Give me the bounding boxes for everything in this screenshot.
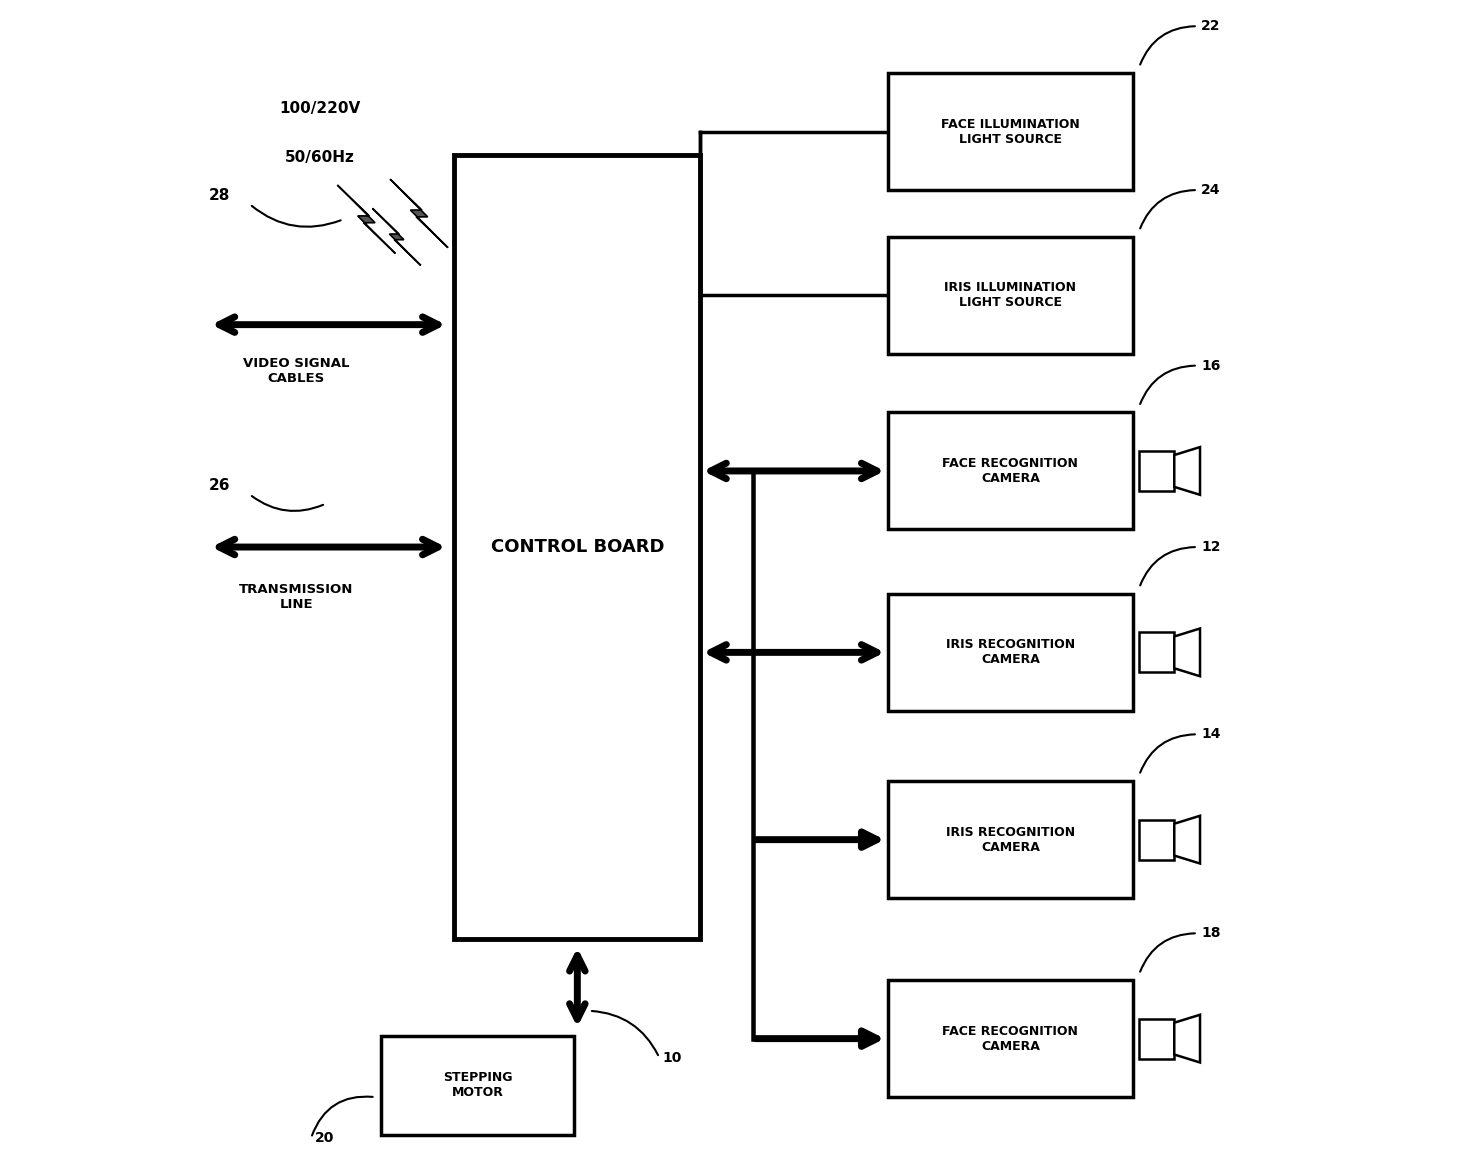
Text: IRIS RECOGNITION
CAMERA: IRIS RECOGNITION CAMERA xyxy=(945,826,1075,854)
Text: STEPPING
MOTOR: STEPPING MOTOR xyxy=(444,1071,512,1100)
Bar xyxy=(1139,452,1174,490)
FancyBboxPatch shape xyxy=(887,980,1134,1097)
FancyBboxPatch shape xyxy=(887,413,1134,529)
Text: 22: 22 xyxy=(1201,19,1221,33)
Text: 28: 28 xyxy=(209,188,231,203)
Text: 26: 26 xyxy=(209,477,231,493)
Polygon shape xyxy=(1174,447,1199,495)
Text: IRIS RECOGNITION
CAMERA: IRIS RECOGNITION CAMERA xyxy=(945,639,1075,667)
FancyBboxPatch shape xyxy=(887,594,1134,711)
Text: FACE ILLUMINATION
LIGHT SOURCE: FACE ILLUMINATION LIGHT SOURCE xyxy=(941,118,1080,146)
FancyBboxPatch shape xyxy=(381,1036,575,1135)
Bar xyxy=(1139,633,1174,673)
Text: 100/220V: 100/220V xyxy=(279,101,360,115)
FancyBboxPatch shape xyxy=(887,236,1134,354)
FancyBboxPatch shape xyxy=(887,781,1134,898)
Polygon shape xyxy=(1174,816,1199,863)
Polygon shape xyxy=(390,179,448,248)
FancyBboxPatch shape xyxy=(887,73,1134,191)
Text: 12: 12 xyxy=(1201,540,1221,554)
Polygon shape xyxy=(1174,628,1199,676)
Text: 18: 18 xyxy=(1201,927,1221,941)
Text: FACE RECOGNITION
CAMERA: FACE RECOGNITION CAMERA xyxy=(943,457,1078,485)
Text: TRANSMISSION
LINE: TRANSMISSION LINE xyxy=(239,583,353,612)
Text: 20: 20 xyxy=(315,1131,334,1145)
Text: 14: 14 xyxy=(1201,727,1221,741)
Text: 24: 24 xyxy=(1201,183,1221,198)
FancyBboxPatch shape xyxy=(454,155,700,940)
Polygon shape xyxy=(337,185,395,254)
Text: FACE RECOGNITION
CAMERA: FACE RECOGNITION CAMERA xyxy=(943,1024,1078,1053)
Polygon shape xyxy=(1174,1015,1199,1062)
Text: VIDEO SIGNAL
CABLES: VIDEO SIGNAL CABLES xyxy=(244,358,350,386)
Text: 10: 10 xyxy=(662,1050,683,1064)
Polygon shape xyxy=(372,208,420,266)
Bar xyxy=(1139,820,1174,860)
Text: IRIS ILLUMINATION
LIGHT SOURCE: IRIS ILLUMINATION LIGHT SOURCE xyxy=(944,281,1077,309)
Bar xyxy=(1139,1018,1174,1058)
Text: 50/60Hz: 50/60Hz xyxy=(285,149,355,165)
Text: 16: 16 xyxy=(1201,359,1221,373)
Text: CONTROL BOARD: CONTROL BOARD xyxy=(490,539,664,556)
